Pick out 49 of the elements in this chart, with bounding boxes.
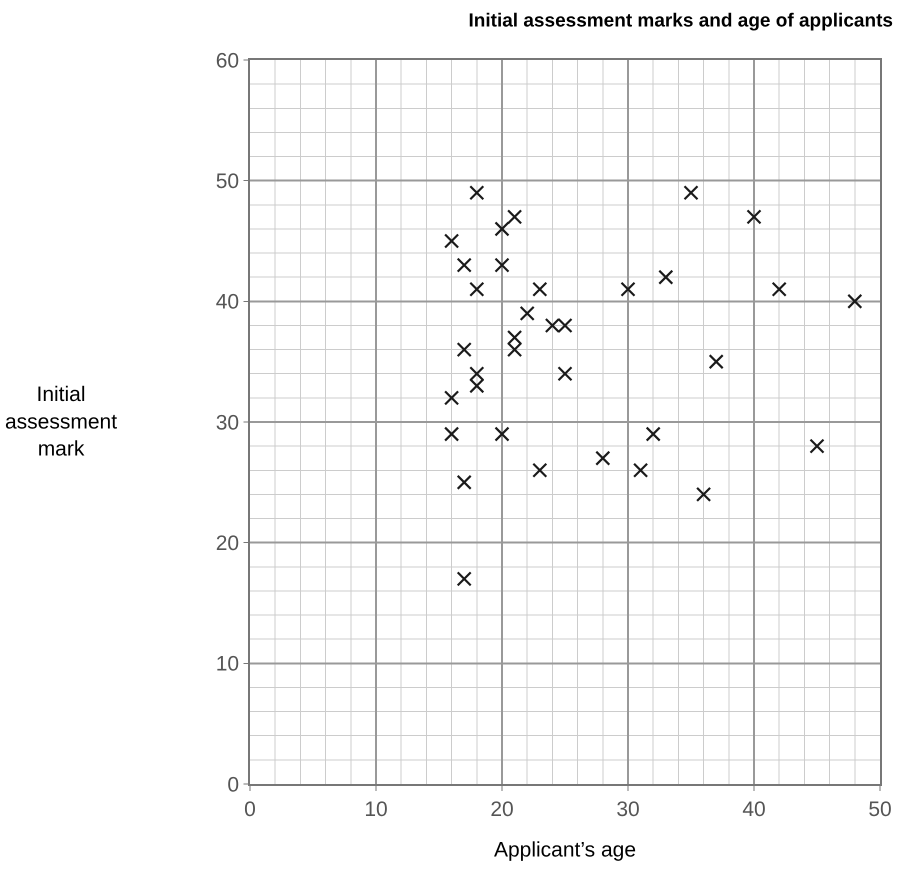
point [557,366,573,382]
point [444,426,460,442]
x-tick-label: 10 [364,798,388,821]
point [595,450,610,466]
point [620,282,636,297]
x-tick-label: 40 [742,798,766,821]
y-tick-label: 50 [216,170,240,194]
point [746,209,762,224]
point [494,221,510,237]
y-tick-label: 30 [216,411,240,434]
x-tick-label: 50 [868,798,892,821]
y-tick-label: 10 [216,652,240,676]
point [532,282,548,297]
point [494,426,510,442]
point [532,462,548,478]
point [633,462,648,478]
point [469,185,484,200]
point [507,330,522,346]
point [658,270,674,285]
point [469,378,484,394]
y-tick-label: 60 [216,49,240,72]
point [444,390,460,406]
point [456,474,472,490]
x-tick-label: 0 [244,798,256,821]
point [444,233,460,249]
point [507,209,522,224]
point [847,294,862,309]
point [696,486,712,502]
point [456,258,472,273]
point [708,354,724,370]
point [772,282,787,297]
y-axis-title: Initial assessment mark [5,383,118,461]
point [646,426,661,442]
x-tick-label: 20 [490,798,514,821]
point [520,306,535,321]
point [469,282,484,297]
point [456,571,472,586]
y-tick-label: 40 [216,290,240,314]
y-tick-label: 0 [227,773,240,796]
point [494,258,510,273]
point [456,342,472,358]
point [469,366,484,382]
chart-title: Initial assessment marks and age of applicants [468,10,893,32]
point [683,185,699,200]
x-axis-title: Applicant’s age [494,838,636,862]
point [809,438,825,454]
point [507,342,522,358]
y-tick-label: 20 [216,532,240,556]
x-tick-label: 30 [616,798,640,821]
